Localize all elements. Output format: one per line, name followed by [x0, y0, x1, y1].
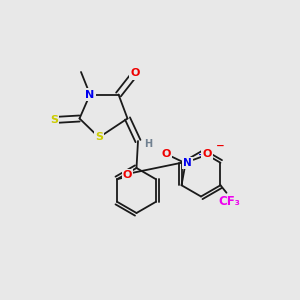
Text: O: O	[130, 68, 140, 79]
Text: O: O	[123, 170, 132, 180]
Text: H: H	[144, 139, 153, 149]
Text: −: −	[215, 140, 224, 150]
Text: +: +	[198, 150, 206, 159]
Text: CF₃: CF₃	[218, 195, 240, 208]
Text: O: O	[162, 149, 171, 159]
Text: S: S	[50, 115, 58, 125]
Text: O: O	[202, 149, 212, 159]
Text: S: S	[95, 132, 103, 142]
Text: N: N	[85, 89, 94, 100]
Text: N: N	[183, 158, 192, 168]
